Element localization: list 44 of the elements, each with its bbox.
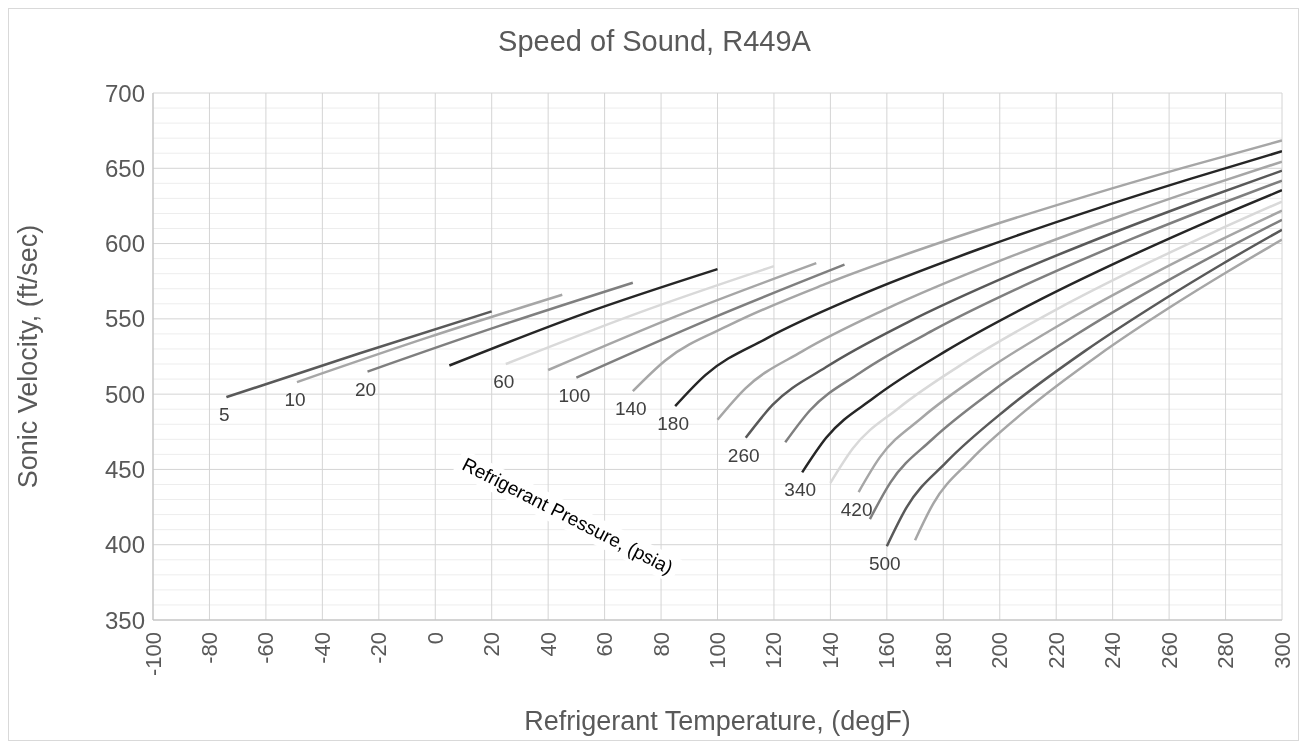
series-label: 60 [493, 371, 515, 393]
x-tick-label: 100 [705, 632, 730, 669]
series-label: 140 [614, 398, 647, 420]
y-tick-label: 450 [104, 455, 145, 483]
chart-title: Speed of Sound, R449A [497, 25, 812, 58]
series-label: 10 [284, 389, 306, 411]
x-tick-label: 60 [592, 632, 618, 657]
series-label: 100 [558, 384, 591, 406]
series-label: 500 [869, 553, 901, 575]
x-tick-label: -60 [253, 632, 279, 664]
x-tick-label: 240 [1100, 632, 1126, 669]
x-tick-label: 120 [761, 632, 787, 669]
series-label: 180 [657, 413, 690, 435]
y-tick-label: 350 [104, 606, 145, 634]
y-tick-label: 600 [104, 230, 145, 258]
x-tick-label: -100 [140, 632, 166, 677]
x-tick-label: 140 [817, 632, 843, 669]
x-tick-label: 280 [1213, 632, 1239, 669]
x-axis-title: Refrigerant Temperature, (degF) [524, 706, 911, 736]
x-tick-label: 260 [1156, 632, 1182, 669]
series-label: 20 [354, 378, 377, 400]
y-tick-label: 400 [104, 531, 145, 559]
x-tick-label: 0 [422, 632, 448, 645]
y-axis-title: Sonic Velocity, (ft/sec) [12, 224, 43, 489]
x-tick-label: 180 [930, 632, 956, 669]
x-tick-label: 80 [648, 632, 674, 657]
series-label: 5 [219, 404, 230, 426]
y-tick-label: 650 [104, 154, 145, 182]
line-series [631, 139, 1282, 393]
y-tick-label: 550 [104, 305, 145, 333]
x-tick-label: 160 [874, 632, 900, 669]
x-tick-label: -40 [309, 632, 335, 664]
y-tick-label: 500 [104, 380, 145, 408]
series-label: 260 [727, 444, 760, 466]
x-tick-label: 200 [987, 632, 1013, 669]
series-label: 340 [784, 479, 817, 501]
y-tick-label: 700 [104, 79, 145, 107]
x-tick-label: 220 [1043, 632, 1069, 669]
x-tick-label: 40 [535, 632, 561, 657]
series-label: 420 [840, 499, 873, 521]
x-tick-label: -80 [196, 632, 222, 664]
x-tick-label: 20 [479, 632, 505, 657]
x-tick-label: -20 [366, 632, 392, 664]
x-tick-label: 300 [1269, 632, 1295, 669]
